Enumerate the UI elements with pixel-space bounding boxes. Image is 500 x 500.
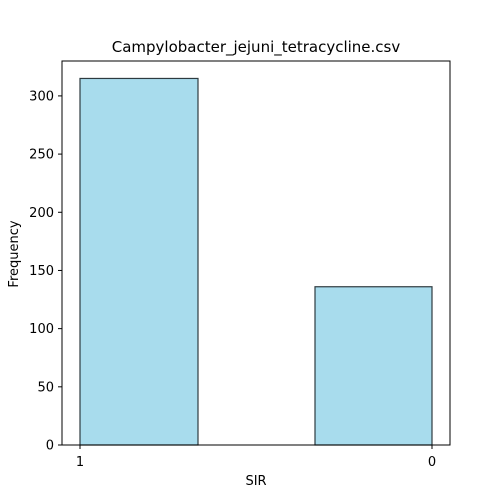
x-tick-label: 0 — [428, 455, 436, 470]
y-tick-label: 200 — [29, 206, 54, 221]
y-tick-label: 150 — [29, 264, 54, 279]
y-axis-label: Frequency — [7, 220, 22, 287]
y-axis-ticks: 0 50 100 150 200 250 300 — [29, 89, 62, 453]
bars-group — [80, 78, 432, 445]
y-tick-label: 300 — [29, 89, 54, 104]
y-tick-label: 100 — [29, 322, 54, 337]
y-tick-label: 50 — [37, 380, 54, 395]
x-axis-label: SIR — [245, 474, 266, 489]
chart-title: Campylobacter_jejuni_tetracycline.csv — [112, 38, 401, 57]
y-tick-label: 0 — [46, 439, 54, 454]
bar-1 — [80, 78, 198, 445]
x-tick-label: 1 — [76, 455, 84, 470]
y-tick-label: 250 — [29, 148, 54, 163]
bar-0 — [315, 287, 432, 445]
